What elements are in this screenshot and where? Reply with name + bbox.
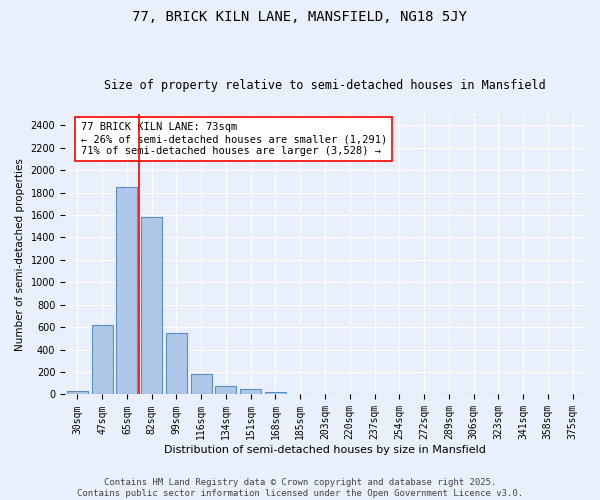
Bar: [67, 390, 88, 394]
Bar: [215, 386, 236, 394]
Text: 77, BRICK KILN LANE, MANSFIELD, NG18 5JY: 77, BRICK KILN LANE, MANSFIELD, NG18 5JY: [133, 10, 467, 24]
Y-axis label: Number of semi-detached properties: Number of semi-detached properties: [15, 158, 25, 350]
X-axis label: Distribution of semi-detached houses by size in Mansfield: Distribution of semi-detached houses by …: [164, 445, 486, 455]
Bar: [92, 325, 113, 394]
Text: Contains HM Land Registry data © Crown copyright and database right 2025.
Contai: Contains HM Land Registry data © Crown c…: [77, 478, 523, 498]
Title: Size of property relative to semi-detached houses in Mansfield: Size of property relative to semi-detach…: [104, 79, 546, 92]
Bar: [166, 333, 187, 394]
Bar: [265, 392, 286, 394]
Bar: [240, 390, 261, 394]
Bar: [141, 217, 162, 394]
Bar: [191, 374, 212, 394]
Bar: [116, 187, 137, 394]
Text: 77 BRICK KILN LANE: 73sqm
← 26% of semi-detached houses are smaller (1,291)
71% : 77 BRICK KILN LANE: 73sqm ← 26% of semi-…: [80, 122, 387, 156]
